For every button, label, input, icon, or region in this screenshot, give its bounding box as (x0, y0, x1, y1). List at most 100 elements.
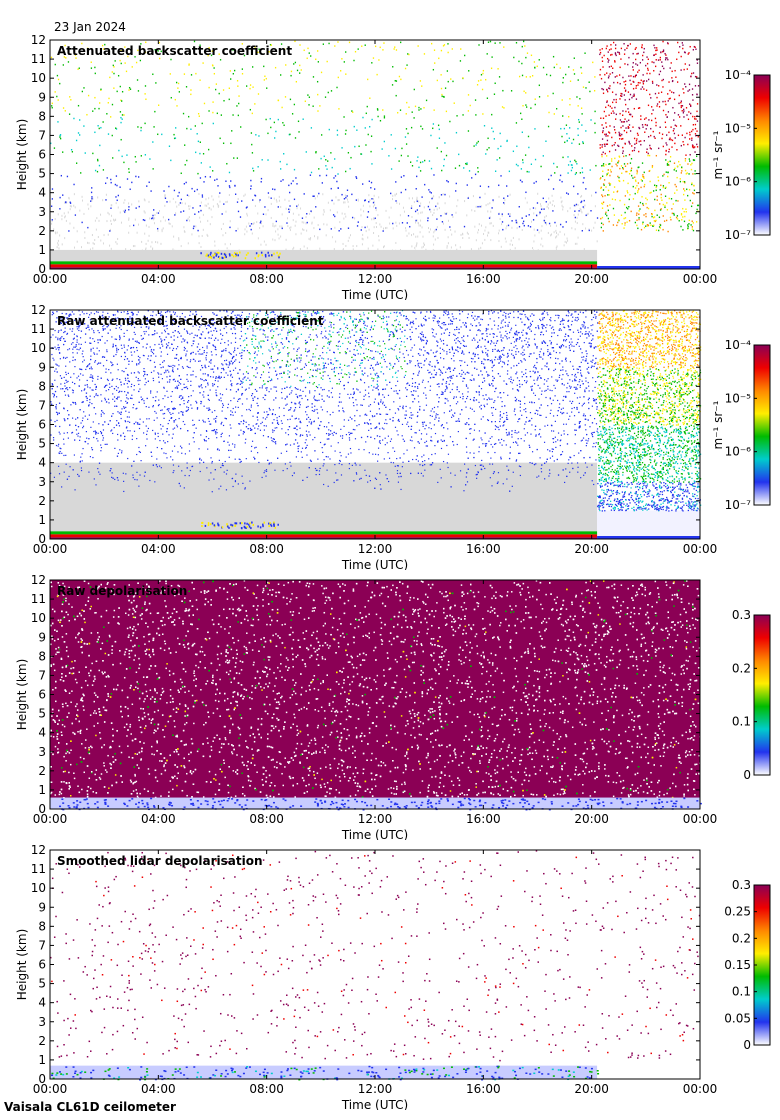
noise-pixel (555, 236, 557, 239)
noise-pixel (289, 227, 291, 230)
signal-pixel (582, 142, 584, 145)
noise-pixel (187, 242, 189, 245)
signal-pixel (681, 110, 683, 112)
signal-pixel (406, 64, 408, 66)
noise-pixel (57, 243, 59, 246)
noise-pixel (198, 235, 200, 238)
signal-pixel (140, 155, 142, 157)
signal-pixel (66, 333, 68, 335)
signal-pixel (158, 41, 161, 44)
signal-pixel (138, 423, 140, 425)
signal-pixel (399, 312, 401, 314)
noise-pixel (367, 236, 369, 239)
signal-pixel (665, 57, 667, 59)
signal-pixel (86, 47, 89, 50)
signal-pixel (217, 185, 219, 187)
noise-pixel (390, 206, 392, 209)
noise-pixel (389, 222, 391, 225)
signal-pixel (286, 222, 288, 224)
signal-pixel (654, 209, 656, 212)
signal-pixel (437, 413, 439, 416)
signal-pixel (106, 359, 108, 362)
noise-pixel (132, 245, 134, 248)
signal-pixel (237, 398, 240, 400)
signal-pixel (492, 199, 494, 201)
noise-pixel (296, 207, 298, 210)
signal-pixel (437, 362, 439, 364)
signal-pixel (465, 322, 467, 324)
noise-pixel (430, 210, 432, 213)
signal-pixel (499, 414, 502, 416)
signal-pixel (307, 94, 309, 96)
signal-pixel (301, 397, 303, 400)
noise-pixel (164, 204, 166, 207)
noise-pixel (103, 234, 105, 237)
noise-pixel (263, 240, 265, 243)
noise-pixel (154, 217, 156, 220)
signal-pixel (395, 200, 397, 202)
signal-pixel (146, 438, 148, 440)
signal-pixel (264, 206, 266, 208)
noise-pixel (446, 246, 448, 249)
signal-pixel (626, 131, 628, 134)
signal-pixel (237, 347, 239, 349)
signal-pixel (238, 423, 240, 425)
signal-pixel (462, 114, 464, 116)
signal-pixel (607, 169, 609, 171)
signal-pixel (195, 151, 197, 154)
signal-pixel (251, 112, 253, 115)
signal-pixel (319, 105, 321, 107)
signal-pixel (477, 471, 479, 474)
signal-pixel (679, 180, 682, 183)
signal-pixel (383, 428, 385, 430)
signal-pixel (183, 383, 185, 385)
signal-pixel (51, 102, 53, 105)
signal-pixel (577, 371, 579, 374)
noise-pixel (290, 226, 292, 229)
signal-pixel (290, 70, 293, 73)
signal-pixel (567, 164, 570, 166)
signal-pixel (541, 326, 543, 328)
signal-pixel (127, 345, 129, 347)
signal-pixel (175, 81, 178, 84)
signal-pixel (79, 368, 81, 370)
signal-pixel (75, 139, 78, 142)
signal-pixel (688, 219, 690, 222)
noise-pixel (418, 222, 420, 225)
signal-pixel (694, 133, 697, 135)
noise-pixel (134, 245, 136, 248)
signal-pixel (653, 61, 655, 64)
signal-pixel (610, 171, 612, 173)
signal-pixel (596, 217, 599, 219)
signal-pixel (605, 211, 607, 214)
signal-pixel (92, 347, 94, 349)
signal-pixel (364, 394, 367, 396)
signal-pixel (326, 411, 328, 413)
signal-pixel (464, 401, 466, 403)
signal-pixel (119, 186, 121, 188)
signal-pixel (147, 427, 150, 430)
noise-pixel (357, 198, 359, 201)
signal-pixel (305, 151, 307, 153)
signal-pixel (690, 224, 692, 226)
noise-pixel (442, 193, 444, 196)
signal-pixel (664, 121, 667, 124)
signal-pixel (100, 432, 103, 435)
signal-pixel (540, 208, 543, 211)
signal-pixel (650, 224, 652, 226)
signal-pixel (502, 319, 504, 321)
signal-pixel (125, 70, 128, 73)
signal-pixel (256, 402, 258, 404)
signal-pixel (289, 205, 291, 207)
signal-pixel (111, 476, 113, 478)
noise-pixel (403, 210, 405, 213)
signal-pixel (55, 336, 57, 338)
signal-pixel (197, 112, 200, 115)
signal-pixel (313, 319, 315, 321)
signal-pixel (351, 464, 353, 467)
signal-pixel (258, 48, 260, 50)
signal-pixel (82, 425, 85, 427)
signal-pixel (222, 142, 225, 145)
signal-pixel (614, 129, 616, 131)
signal-pixel (570, 169, 573, 172)
